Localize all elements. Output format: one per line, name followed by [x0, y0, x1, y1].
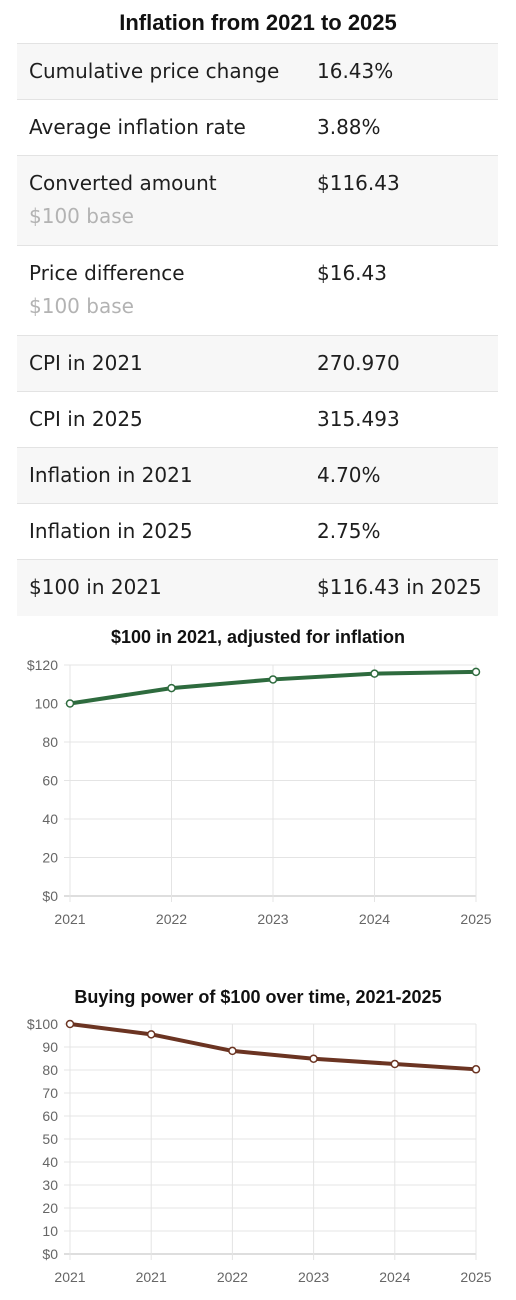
- y-tick-label: 90: [42, 1039, 58, 1055]
- data-point: [65, 1019, 75, 1029]
- y-tick-label: 100: [35, 696, 59, 712]
- stats-row: Cumulative price change 16.43%: [17, 43, 498, 100]
- stats-row: $100 in 2021 $116.43 in 2025: [17, 559, 498, 616]
- stats-value: 270.970: [317, 351, 400, 375]
- stats-sublabel: $100 base: [29, 294, 134, 318]
- x-tick-label: 2024: [359, 911, 390, 927]
- data-point: [471, 1065, 481, 1074]
- stats-row: Inflation in 2025 2.75%: [17, 503, 498, 560]
- stats-label: $100 in 2021: [29, 575, 162, 599]
- stats-value-cell: 4.70%: [317, 447, 498, 504]
- stats-value-cell: 270.970: [317, 335, 498, 392]
- x-tick-label: 2025: [460, 911, 491, 927]
- data-point: [309, 1054, 318, 1063]
- data-point: [167, 683, 176, 693]
- series-line: [68, 1022, 478, 1072]
- x-tick-label: 2025: [460, 1269, 491, 1285]
- stats-label: Inflation in 2025: [29, 519, 193, 543]
- adjusted-value-line-chart: $0 20 40 60 80 100 $120 2021 2022 2023 2024 2025: [27, 657, 492, 927]
- x-tick-label: 2023: [298, 1269, 329, 1285]
- stats-label: Cumulative price change: [29, 59, 280, 83]
- chart-2-title: Buying power of $100 over time, 2021-202…: [74, 987, 442, 1007]
- data-point: [146, 1030, 156, 1039]
- stats-label-cell: Converted amount $100 base: [17, 155, 317, 246]
- stats-value: 4.70%: [317, 463, 381, 487]
- y-tick-label: 80: [42, 734, 58, 750]
- stats-label-cell: $100 in 2021: [17, 559, 317, 616]
- x-tick-label: 2024: [379, 1269, 410, 1285]
- y-tick-label: $0: [42, 1246, 58, 1262]
- x-tick-label: 2021: [54, 1269, 85, 1285]
- x-tick-label: 2022: [217, 1269, 248, 1285]
- y-tick-label: 30: [42, 1177, 58, 1193]
- y-tick-label: 20: [42, 850, 58, 866]
- stats-row: CPI in 2021 270.970: [17, 335, 498, 392]
- stats-value-cell: 3.88%: [317, 99, 498, 156]
- y-tick-label: 80: [42, 1062, 58, 1078]
- stats-label-cell: Inflation in 2025: [17, 503, 317, 560]
- stats-sublabel: $100 base: [29, 204, 134, 228]
- stats-value-cell: $116.43: [317, 155, 498, 246]
- stats-row: CPI in 2025 315.493: [17, 391, 498, 448]
- data-point: [370, 669, 379, 678]
- stats-label: CPI in 2025: [29, 407, 143, 431]
- stats-row: Price difference $100 base $16.43: [17, 245, 498, 336]
- page-title: Inflation from 2021 to 2025: [119, 10, 397, 35]
- stats-row: Average inflation rate 3.88%: [17, 99, 498, 156]
- y-tick-label: 40: [42, 1154, 58, 1170]
- stats-label: CPI in 2021: [29, 351, 143, 375]
- data-point: [390, 1059, 400, 1069]
- stats-value: $116.43 in 2025: [317, 575, 482, 599]
- stats-value-cell: 2.75%: [317, 503, 498, 560]
- chart-1-title: $100 in 2021, adjusted for inflation: [110, 627, 406, 647]
- stats-label-cell: Cumulative price change: [17, 43, 317, 100]
- y-tick-label: $100: [27, 1016, 58, 1032]
- x-tick-label: 2022: [156, 911, 187, 927]
- stats-label: Average inflation rate: [29, 115, 246, 139]
- inflation-stats-table: Cumulative price change 16.43% Average inf…: [17, 43, 498, 616]
- stats-row: Converted amount $100 base $116.43: [17, 155, 498, 246]
- x-tick-label: 2021: [136, 1269, 167, 1285]
- stats-value-cell: 16.43%: [317, 43, 498, 100]
- stats-value: 16.43%: [317, 59, 394, 83]
- x-tick-label: 2023: [257, 911, 288, 927]
- stats-label-cell: Inflation in 2021: [17, 447, 317, 504]
- y-tick-label: $0: [42, 888, 58, 904]
- stats-label: Inflation in 2021: [29, 463, 193, 487]
- stats-value-cell: $116.43 in 2025: [317, 559, 498, 616]
- data-point: [65, 699, 75, 708]
- y-tick-label: 40: [42, 811, 58, 827]
- stats-value: $16.43: [317, 261, 387, 285]
- y-tick-label: 10: [42, 1223, 58, 1239]
- buying-power-line-chart: $0 10 20 30 40 50 60 70 80 90 $100 2021 2021 2022 2023…: [27, 1016, 492, 1285]
- x-tick-label: 2021: [54, 911, 85, 927]
- stats-label: Price difference: [29, 261, 185, 285]
- data-point: [228, 1046, 237, 1056]
- stats-label-cell: CPI in 2021: [17, 335, 317, 392]
- y-tick-label: 60: [42, 1108, 58, 1124]
- y-tick-label: 60: [42, 773, 58, 789]
- y-tick-label: $120: [27, 657, 58, 673]
- y-tick-label: 20: [42, 1200, 58, 1216]
- stats-value: 3.88%: [317, 115, 381, 139]
- y-tick-label: 70: [42, 1085, 58, 1101]
- data-point: [268, 675, 278, 684]
- stats-label-cell: Price difference $100 base: [17, 245, 317, 336]
- stats-value: $116.43: [317, 171, 400, 195]
- stats-value-cell: 315.493: [317, 391, 498, 448]
- y-tick-label: 50: [42, 1131, 58, 1147]
- stats-row: Inflation in 2021 4.70%: [17, 447, 498, 504]
- stats-label-cell: CPI in 2025: [17, 391, 317, 448]
- stats-value: 2.75%: [317, 519, 381, 543]
- stats-label: Converted amount: [29, 171, 217, 195]
- stats-value-cell: $16.43: [317, 245, 498, 336]
- stats-label-cell: Average inflation rate: [17, 99, 317, 156]
- data-point: [471, 667, 481, 677]
- stats-value: 315.493: [317, 407, 400, 431]
